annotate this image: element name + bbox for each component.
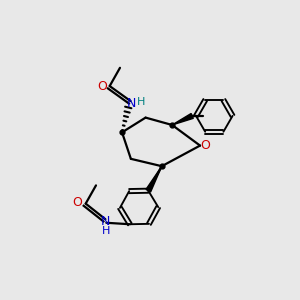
- Polygon shape: [146, 166, 162, 192]
- Text: O: O: [97, 80, 107, 93]
- Text: N: N: [127, 97, 136, 110]
- Text: H: H: [102, 226, 110, 236]
- Text: O: O: [200, 139, 210, 152]
- Polygon shape: [172, 113, 193, 125]
- Text: O: O: [73, 196, 82, 209]
- Text: H: H: [137, 97, 146, 107]
- Text: N: N: [101, 215, 110, 228]
